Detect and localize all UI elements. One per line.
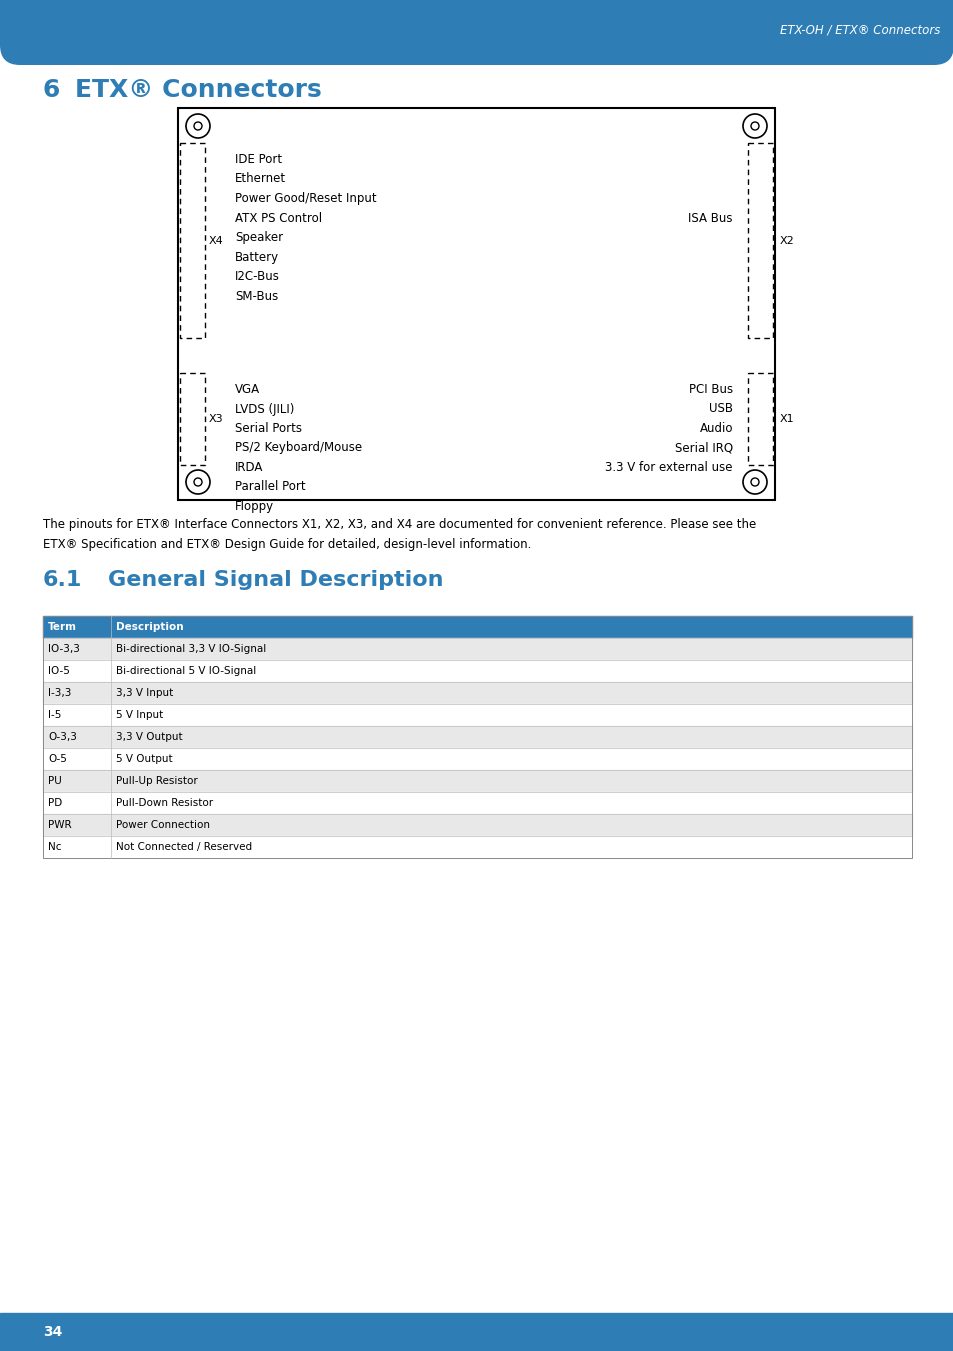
Bar <box>43 682 911 704</box>
Bar <box>43 704 911 725</box>
Bar <box>178 108 774 500</box>
Bar <box>180 143 205 338</box>
Text: ISA Bus: ISA Bus <box>688 212 732 224</box>
Text: Speaker: Speaker <box>234 231 283 245</box>
Bar <box>747 373 772 465</box>
Text: X2: X2 <box>780 235 794 246</box>
FancyBboxPatch shape <box>0 20 953 65</box>
Text: The pinouts for ETX® Interface Connectors X1, X2, X3, and X4 are documented for : The pinouts for ETX® Interface Connector… <box>43 517 756 531</box>
Text: Bi-directional 3,3 V IO-Signal: Bi-directional 3,3 V IO-Signal <box>116 644 266 654</box>
Text: PCI Bus: PCI Bus <box>688 382 732 396</box>
Bar <box>43 725 911 748</box>
Text: Parallel Port: Parallel Port <box>234 481 305 493</box>
Text: PD: PD <box>48 798 62 808</box>
Text: ETX-OH / ETX® Connectors: ETX-OH / ETX® Connectors <box>779 23 939 36</box>
Circle shape <box>742 470 766 494</box>
Circle shape <box>186 113 210 138</box>
Text: Serial Ports: Serial Ports <box>234 422 302 435</box>
Text: X1: X1 <box>780 413 794 424</box>
Text: O-5: O-5 <box>48 754 67 765</box>
Text: Not Connected / Reserved: Not Connected / Reserved <box>116 842 252 852</box>
Text: 5 V Output: 5 V Output <box>116 754 172 765</box>
Bar <box>180 373 205 465</box>
Text: IO-3,3: IO-3,3 <box>48 644 80 654</box>
Text: I-3,3: I-3,3 <box>48 688 71 698</box>
Text: ATX PS Control: ATX PS Control <box>234 212 322 224</box>
Text: 5 V Input: 5 V Input <box>116 711 163 720</box>
Text: Pull-Down Resistor: Pull-Down Resistor <box>116 798 213 808</box>
Text: Serial IRQ: Serial IRQ <box>674 442 732 454</box>
Text: Pull-Up Resistor: Pull-Up Resistor <box>116 775 197 786</box>
Text: Ethernet: Ethernet <box>234 173 286 185</box>
Text: X4: X4 <box>209 235 224 246</box>
Bar <box>43 770 911 792</box>
Text: I2C-Bus: I2C-Bus <box>234 270 279 282</box>
Text: Power Connection: Power Connection <box>116 820 210 830</box>
Text: Power Good/Reset Input: Power Good/Reset Input <box>234 192 376 205</box>
Text: General Signal Description: General Signal Description <box>108 570 443 590</box>
Text: Battery: Battery <box>234 250 279 263</box>
Text: ETX® Specification and ETX® Design Guide for detailed, design-level information.: ETX® Specification and ETX® Design Guide… <box>43 538 531 551</box>
Bar <box>0 0 953 45</box>
Bar <box>43 616 911 638</box>
Circle shape <box>742 113 766 138</box>
Text: VGA: VGA <box>234 382 260 396</box>
Text: PU: PU <box>48 775 62 786</box>
Text: ETX® Connectors: ETX® Connectors <box>75 78 321 101</box>
Text: 3.3 V for external use: 3.3 V for external use <box>605 461 732 474</box>
Text: X3: X3 <box>209 413 223 424</box>
Text: 3,3 V Input: 3,3 V Input <box>116 688 173 698</box>
Bar <box>43 836 911 858</box>
Text: PS/2 Keyboard/Mouse: PS/2 Keyboard/Mouse <box>234 442 362 454</box>
Text: Floppy: Floppy <box>234 500 274 513</box>
Bar <box>43 661 911 682</box>
Bar <box>43 748 911 770</box>
Bar <box>43 638 911 661</box>
Text: Bi-directional 5 V IO-Signal: Bi-directional 5 V IO-Signal <box>116 666 256 676</box>
Text: IDE Port: IDE Port <box>234 153 282 166</box>
Text: 34: 34 <box>43 1325 62 1339</box>
Text: IRDA: IRDA <box>234 461 263 474</box>
Text: SM-Bus: SM-Bus <box>234 289 278 303</box>
Circle shape <box>186 470 210 494</box>
Text: LVDS (JILI): LVDS (JILI) <box>234 403 294 416</box>
Bar <box>43 792 911 815</box>
Bar <box>747 143 772 338</box>
Bar <box>43 815 911 836</box>
Circle shape <box>193 478 202 486</box>
Text: I-5: I-5 <box>48 711 61 720</box>
Text: IO-5: IO-5 <box>48 666 70 676</box>
Bar <box>0 1313 953 1351</box>
Circle shape <box>750 478 759 486</box>
Circle shape <box>750 122 759 130</box>
Circle shape <box>193 122 202 130</box>
Text: USB: USB <box>708 403 732 416</box>
Text: 6.1: 6.1 <box>43 570 82 590</box>
Text: 3,3 V Output: 3,3 V Output <box>116 732 182 742</box>
Text: 6: 6 <box>43 78 60 101</box>
Text: Audio: Audio <box>699 422 732 435</box>
Text: Term: Term <box>48 621 77 632</box>
Text: O-3,3: O-3,3 <box>48 732 77 742</box>
Text: Description: Description <box>116 621 183 632</box>
Text: PWR: PWR <box>48 820 71 830</box>
Bar <box>43 616 911 858</box>
Text: Nc: Nc <box>48 842 61 852</box>
